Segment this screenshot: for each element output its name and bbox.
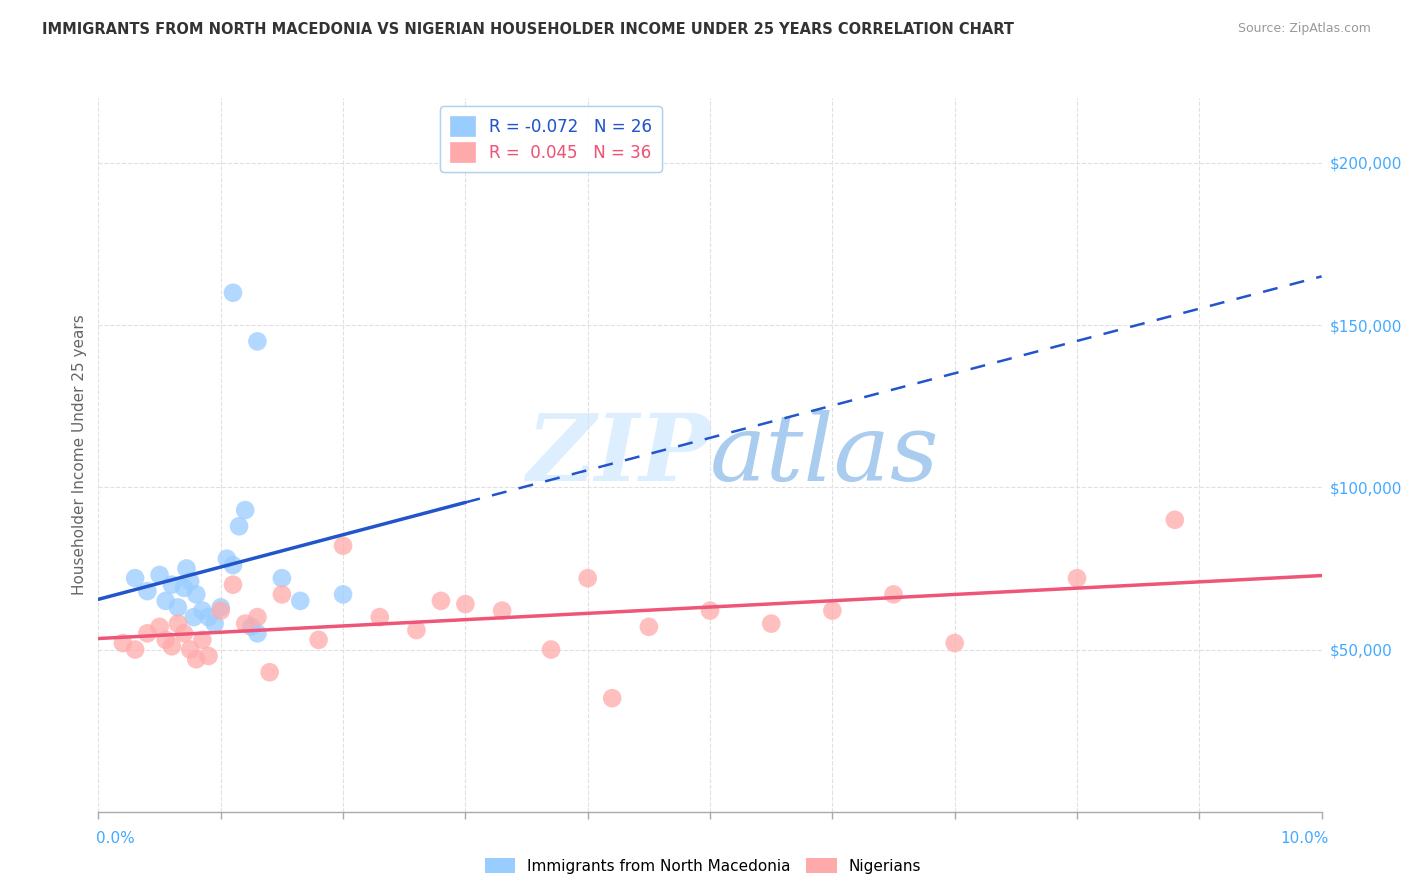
Point (173, 626, 195, 640)
Point (290, 594, 312, 608)
Point (240, 620, 263, 634)
Point (576, 571, 599, 585)
Point (270, 587, 294, 601)
Point (332, 539, 354, 553)
Y-axis label: Householder Income Under 25 years: Householder Income Under 25 years (72, 315, 87, 595)
Text: Source: ZipAtlas.com: Source: ZipAtlas.com (1237, 22, 1371, 36)
Point (308, 632, 330, 647)
Point (149, 568, 172, 582)
Point (204, 616, 226, 631)
Point (699, 604, 721, 618)
Point (454, 597, 477, 611)
Point (191, 632, 214, 647)
Point (136, 584, 159, 599)
Point (246, 626, 269, 640)
Point (332, 587, 354, 601)
Point (246, 334, 269, 349)
Point (821, 604, 844, 618)
Point (1066, 571, 1088, 585)
Point (136, 626, 159, 640)
Point (155, 632, 177, 647)
Point (540, 642, 562, 657)
Text: atlas: atlas (710, 410, 939, 500)
Point (233, 616, 256, 631)
Point (179, 574, 201, 589)
Point (179, 642, 201, 657)
Point (222, 285, 245, 300)
Point (186, 652, 208, 666)
Point (111, 636, 134, 650)
Point (405, 623, 427, 637)
Point (222, 558, 245, 573)
Point (160, 577, 183, 591)
Point (233, 503, 256, 517)
Point (761, 616, 783, 631)
Point (167, 600, 190, 615)
Point (167, 616, 190, 631)
Point (228, 519, 250, 533)
Point (176, 561, 198, 575)
Point (183, 610, 205, 624)
Point (600, 691, 623, 706)
Point (430, 594, 453, 608)
Point (270, 571, 294, 585)
Text: 0.0%: 0.0% (96, 831, 135, 846)
Point (149, 620, 172, 634)
Point (883, 587, 905, 601)
Point (209, 600, 232, 615)
Legend: R = -0.072   N = 26, R =  0.045   N = 36: R = -0.072 N = 26, R = 0.045 N = 36 (440, 106, 662, 171)
Point (191, 604, 214, 618)
Point (246, 610, 269, 624)
Point (197, 648, 219, 663)
Point (209, 604, 232, 618)
Point (943, 636, 966, 650)
Point (186, 587, 208, 601)
Legend: Immigrants from North Macedonia, Nigerians: Immigrants from North Macedonia, Nigeria… (478, 852, 928, 880)
Point (491, 604, 513, 618)
Point (197, 610, 219, 624)
Point (155, 594, 177, 608)
Text: 10.0%: 10.0% (1281, 831, 1329, 846)
Text: IMMIGRANTS FROM NORTH MACEDONIA VS NIGERIAN HOUSEHOLDER INCOME UNDER 25 YEARS CO: IMMIGRANTS FROM NORTH MACEDONIA VS NIGER… (42, 22, 1014, 37)
Point (124, 642, 146, 657)
Point (222, 577, 245, 591)
Text: ZIP: ZIP (526, 410, 710, 500)
Point (259, 665, 281, 680)
Point (1164, 513, 1187, 527)
Point (160, 640, 183, 654)
Point (215, 551, 238, 566)
Point (173, 581, 195, 595)
Point (368, 610, 391, 624)
Point (124, 571, 146, 585)
Point (637, 620, 661, 634)
